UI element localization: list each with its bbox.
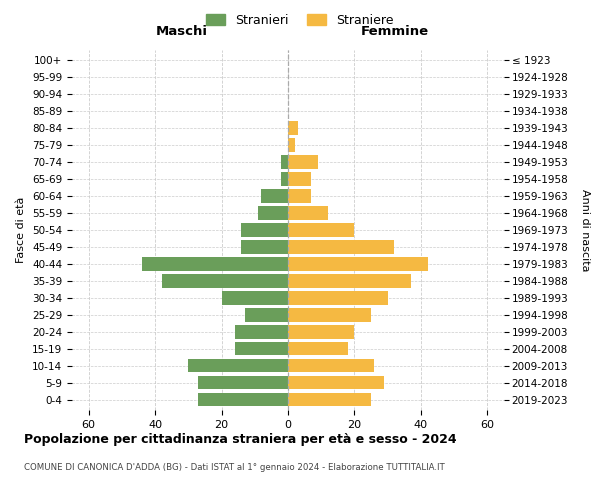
Legend: Stranieri, Straniere: Stranieri, Straniere	[202, 8, 398, 32]
Text: Femmine: Femmine	[360, 25, 428, 38]
Text: COMUNE DI CANONICA D'ADDA (BG) - Dati ISTAT al 1° gennaio 2024 - Elaborazione TU: COMUNE DI CANONICA D'ADDA (BG) - Dati IS…	[24, 462, 445, 471]
Bar	[258, 206, 288, 220]
Bar	[288, 308, 371, 322]
Y-axis label: Fasce di età: Fasce di età	[16, 197, 26, 263]
Bar	[162, 274, 288, 287]
Bar	[241, 224, 288, 236]
Bar	[288, 274, 411, 287]
Bar	[281, 156, 288, 168]
Bar	[288, 326, 355, 338]
Bar	[262, 190, 288, 202]
Bar	[288, 206, 328, 220]
Bar	[142, 258, 288, 270]
Bar	[281, 172, 288, 186]
Bar	[288, 292, 388, 304]
Bar	[288, 376, 385, 390]
Text: Maschi: Maschi	[155, 25, 208, 38]
Bar	[288, 258, 428, 270]
Bar	[288, 240, 394, 254]
Bar	[288, 122, 298, 134]
Bar	[288, 342, 348, 355]
Y-axis label: Anni di nascita: Anni di nascita	[580, 188, 590, 271]
Bar	[198, 393, 288, 406]
Bar	[245, 308, 288, 322]
Bar	[288, 359, 374, 372]
Bar	[221, 292, 288, 304]
Bar	[188, 359, 288, 372]
Bar	[288, 172, 311, 186]
Bar	[288, 393, 371, 406]
Bar	[288, 224, 355, 236]
Text: Popolazione per cittadinanza straniera per età e sesso - 2024: Popolazione per cittadinanza straniera p…	[24, 432, 457, 446]
Bar	[288, 138, 295, 151]
Bar	[198, 376, 288, 390]
Bar	[235, 342, 288, 355]
Bar	[241, 240, 288, 254]
Bar	[235, 326, 288, 338]
Bar	[288, 156, 318, 168]
Bar	[288, 190, 311, 202]
